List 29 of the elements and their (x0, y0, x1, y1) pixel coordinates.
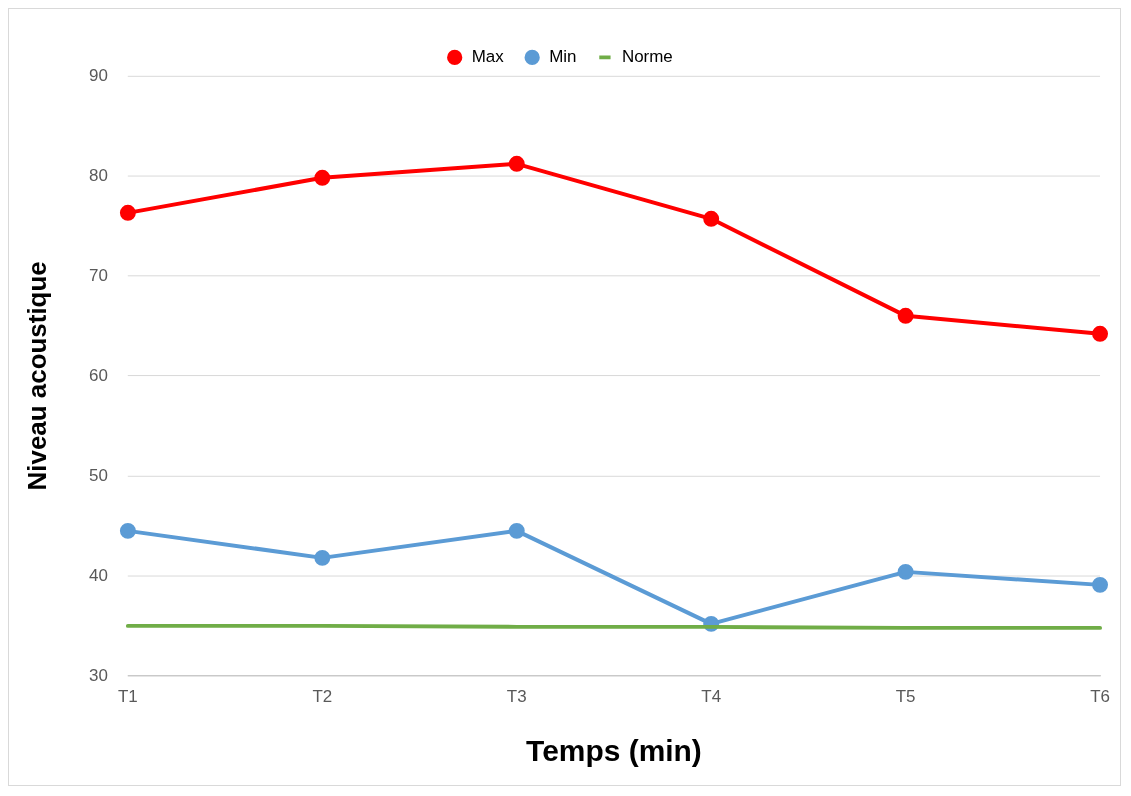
point (1092, 576, 1109, 593)
x-tick-label: T6 (1090, 686, 1110, 706)
y-tick-label: 70 (89, 265, 108, 285)
point (897, 307, 914, 324)
y-tick-label: 80 (89, 165, 108, 185)
y-tick-label: 30 (89, 665, 108, 685)
x-tick-label: T1 (117, 686, 138, 706)
legend-label: Max (471, 47, 505, 67)
y-tick-label: 60 (89, 365, 108, 385)
point (119, 204, 136, 221)
point (314, 169, 331, 186)
point (703, 210, 720, 227)
point (314, 549, 331, 566)
y-axis-title: Niveau acoustique (22, 261, 51, 491)
point (508, 155, 525, 172)
point (119, 522, 136, 539)
x-axis-title: Temps (min) (526, 734, 702, 768)
x-tick-label: T3 (506, 686, 527, 706)
y-tick-label: 40 (89, 565, 108, 585)
point (1092, 325, 1109, 342)
y-tick-label: 90 (89, 65, 108, 85)
x-tick-label: T4 (701, 686, 722, 706)
legend-label: Min (549, 47, 577, 67)
legend-label: Norme (621, 47, 673, 67)
x-tick-label: T5 (895, 686, 916, 706)
x-tick-label: T2 (312, 686, 333, 706)
y-tick-label: 50 (89, 465, 108, 485)
point (897, 563, 914, 580)
point (508, 522, 525, 539)
